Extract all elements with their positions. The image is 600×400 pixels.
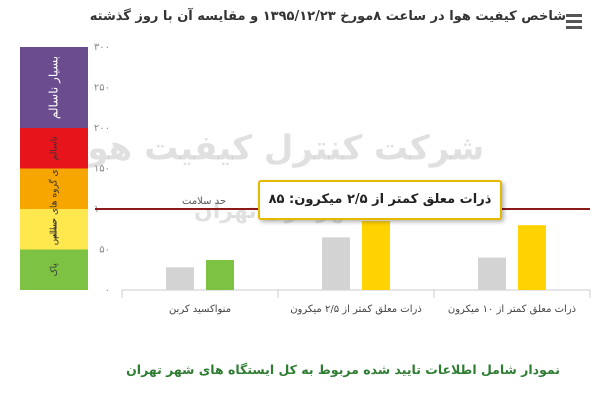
bar [518, 225, 546, 290]
y-tick-label: ۰ [105, 285, 110, 296]
severity-band [20, 128, 88, 169]
y-tick-label: ۱۵۰ [94, 164, 110, 175]
x-tick-label: ذرات معلق کمتر از ۱۰ میکرون [447, 304, 577, 315]
x-tick-label: منواکسید کربن [168, 304, 232, 315]
bar [362, 221, 390, 290]
y-tick-label: ۳۰۰ [94, 42, 110, 53]
y-tick-label: ۵۰ [99, 245, 110, 256]
bar [322, 237, 350, 290]
bar [206, 260, 234, 290]
y-tick-label: ۲۵۰ [94, 83, 110, 94]
band-label: پاک [49, 263, 60, 277]
severity-band [20, 168, 88, 209]
bar [166, 267, 194, 290]
severity-band [20, 249, 88, 290]
chart-title: شاخص کیفیت هوا در ساعت ۸مورخ ۱۳۹۵/۱۲/۲۳ … [89, 9, 566, 24]
tooltip: ذرات معلق کمتر از ۲/۵ میکرون: ۸۵ [258, 180, 502, 220]
caption: نمودار شامل اطلاعات تایید شده مربوط به ک… [126, 362, 560, 377]
band-label: بسیار ناسالم [47, 56, 62, 119]
menu-icon[interactable] [566, 14, 582, 29]
severity-band [20, 47, 88, 128]
watermark: شرکت کنترل کیفیت هوا [76, 129, 485, 169]
x-tick-label: ذرات معلق کمتر از ۲/۵ میکرون [290, 304, 422, 315]
bar [478, 257, 506, 290]
threshold-label: حد سلامت [182, 196, 226, 207]
severity-band [20, 209, 88, 250]
band-label: سالم [50, 220, 60, 239]
band-label: ناسالم [50, 136, 60, 160]
y-tick-label: ۲۰۰ [94, 123, 110, 134]
